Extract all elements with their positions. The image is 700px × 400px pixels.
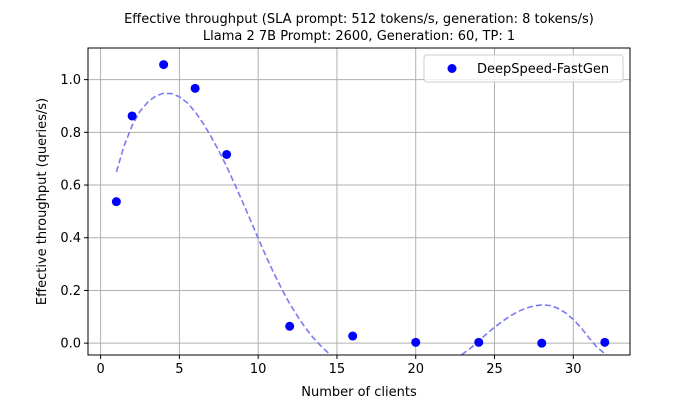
x-axis-ticks: 0 5 10 15 20 25 30	[96, 355, 582, 377]
data-point	[600, 337, 610, 347]
chart-subtitle: Llama 2 7B Prompt: 2600, Generation: 60,…	[203, 29, 515, 44]
data-point	[348, 331, 358, 341]
x-tick-label: 30	[565, 362, 582, 377]
y-tick-label: 0.2	[60, 284, 81, 299]
x-tick-label: 0	[96, 362, 104, 377]
chart-title: Effective throughput (SLA prompt: 512 to…	[124, 12, 594, 27]
y-axis-ticks: 0.0 0.2 0.4 0.6 0.8 1.0	[60, 73, 88, 352]
legend-box	[423, 54, 624, 83]
x-tick-label: 25	[486, 362, 503, 377]
y-tick-label: 0.0	[60, 337, 81, 352]
data-point	[111, 197, 121, 207]
data-point	[127, 111, 137, 121]
x-tick-label: 5	[175, 362, 183, 377]
y-tick-label: 1.0	[60, 73, 81, 88]
data-point	[537, 338, 547, 348]
y-tick-label: 0.6	[60, 179, 81, 194]
points-layer	[111, 60, 610, 348]
data-point	[285, 321, 295, 331]
trend-line	[115, 92, 606, 355]
data-point	[411, 337, 421, 347]
data-point	[474, 337, 484, 347]
y-tick-label: 0.8	[60, 126, 81, 141]
legend: DeepSpeed-FastGen	[423, 54, 624, 83]
plot-frame	[87, 47, 631, 356]
trend-line-layer	[115, 92, 606, 355]
x-tick-label: 20	[407, 362, 424, 377]
data-point	[222, 149, 232, 159]
data-point	[159, 60, 169, 70]
x-tick-label: 10	[250, 362, 267, 377]
x-tick-label: 15	[329, 362, 346, 377]
x-axis-label: Number of clients	[301, 385, 417, 400]
legend-label-deepspeed-fastgen: DeepSpeed-FastGen	[477, 62, 609, 77]
y-tick-label: 0.4	[60, 231, 81, 246]
data-point	[190, 83, 200, 93]
legend-marker-deepspeed-fastgen	[447, 64, 457, 73]
y-axis-label: Effective throughput (queries/s)	[35, 98, 50, 305]
